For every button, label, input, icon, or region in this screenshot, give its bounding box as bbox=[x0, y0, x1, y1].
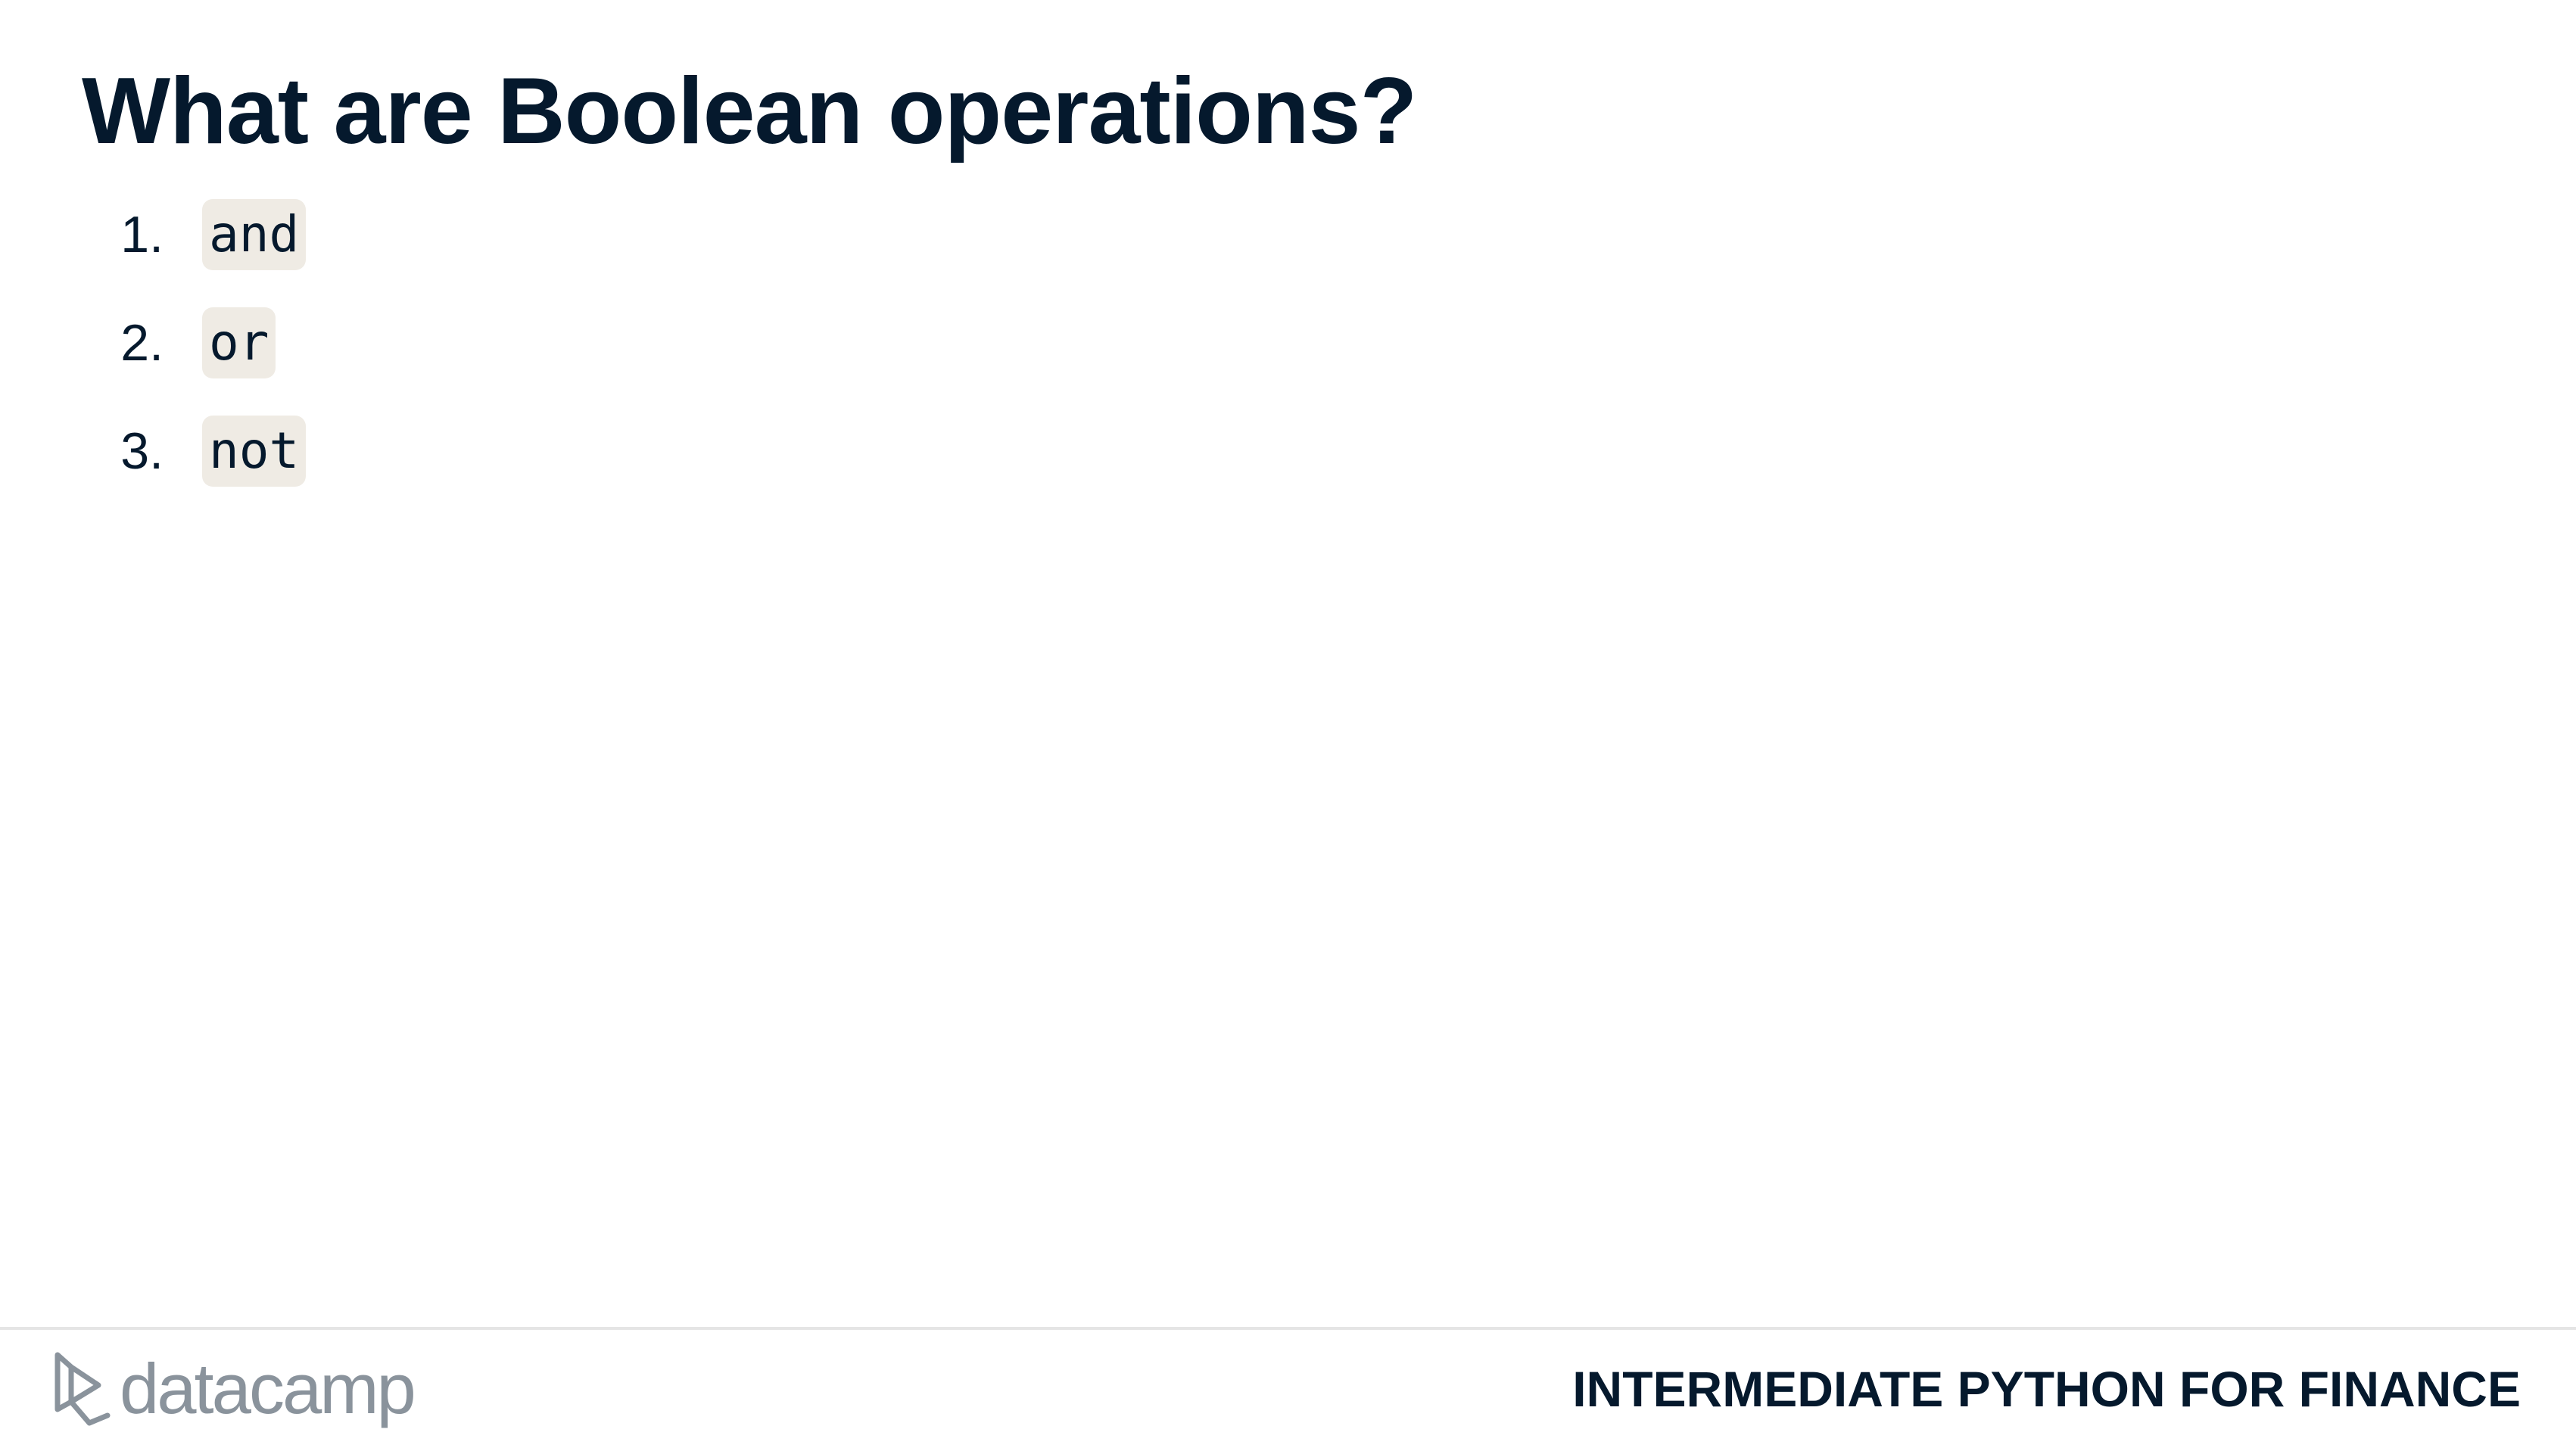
datacamp-logo-icon bbox=[55, 1352, 111, 1426]
list-item-number: 2. bbox=[120, 314, 164, 372]
slide-title: What are Boolean operations? bbox=[82, 59, 1417, 163]
code-and: and bbox=[202, 199, 307, 270]
brand-name: datacamp bbox=[120, 1349, 416, 1428]
list-item-number: 1. bbox=[120, 206, 164, 263]
code-or: or bbox=[202, 307, 276, 378]
list-item: 2. or bbox=[76, 307, 306, 379]
course-title: INTERMEDIATE PYTHON FOR FINANCE bbox=[1572, 1361, 2521, 1417]
footer-divider bbox=[0, 1327, 2576, 1330]
list-item: 1. and bbox=[76, 198, 307, 271]
list-item-number: 3. bbox=[120, 422, 164, 480]
datacamp-brand: datacamp bbox=[53, 1347, 416, 1431]
boolean-operations-list: 1. and 2. or 3. not bbox=[76, 198, 307, 523]
list-item: 3. not bbox=[76, 415, 307, 487]
code-not: not bbox=[202, 416, 307, 487]
